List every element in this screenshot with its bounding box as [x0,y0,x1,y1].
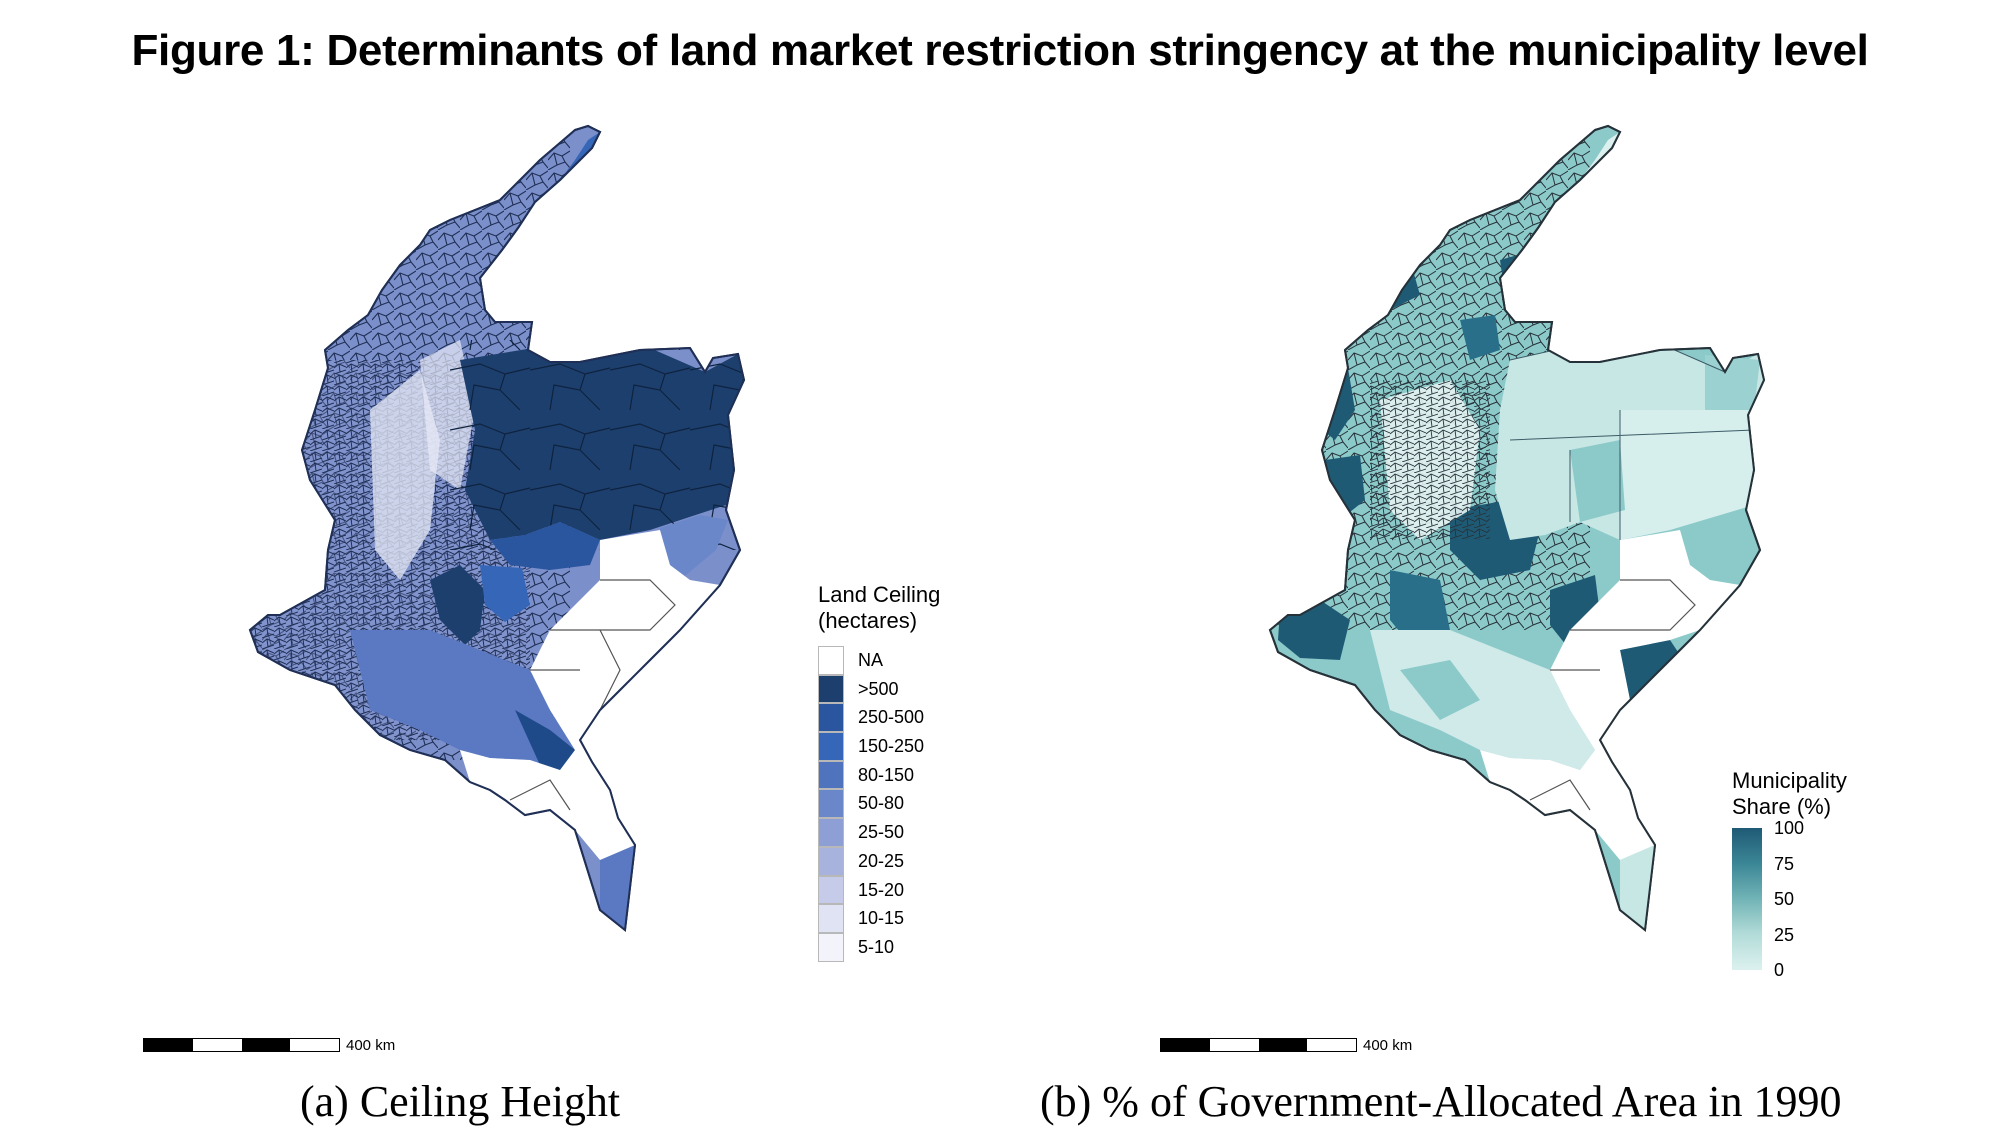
legend-label: 150-250 [858,736,925,757]
legend-label: 250-500 [858,707,925,728]
legend-swatch [818,904,844,933]
legend-swatch [818,818,844,847]
gradient-tick-label: 25 [1774,924,1795,945]
scale-bar [143,1038,340,1052]
gradient-scale: 100 75 50 25 0 [1732,818,1847,980]
legend-title-line1: Land Ceiling [818,582,941,607]
legend-land-ceiling: Land Ceiling (hectares) NA >500 250-500 150… [818,582,940,962]
legend-label: >500 [858,678,899,699]
legend-swatch [818,789,844,819]
figure-title: Figure 1: Determinants of land market re… [131,26,1869,75]
scale-label: 400 km [346,1037,396,1054]
legend-swatch [818,646,844,675]
legend-label: 50-80 [858,793,905,814]
legend-item: 80-150 [818,760,940,790]
legend-label: 80-150 [858,764,915,785]
legend-swatch [818,760,844,790]
legend-item: 5-10 [818,932,940,962]
legend-label: 15-20 [858,879,905,900]
legend-item: >500 [818,674,940,704]
legend-label: 5-10 [858,936,895,957]
legend-swatch [818,674,844,704]
legend-swatch [818,932,844,962]
legend-swatch [818,846,844,876]
scale-bar [1160,1038,1357,1052]
legend-title-line2: Share (%) [1732,794,1832,819]
legend-label: 20-25 [858,850,905,871]
legend-label: NA [858,650,884,670]
legend-swatch [818,703,844,733]
legend-item: 50-80 [818,789,940,819]
legend-item: 150-250 [818,732,940,761]
panel-caption-b: (b) % of Government-Allocated Area in 19… [1040,1077,1842,1126]
gradient-bar [1732,828,1762,970]
legend-swatch [818,732,844,761]
scale-label: 400 km [1363,1037,1413,1054]
gradient-tick-label: 75 [1774,853,1795,874]
legend-municipality-share: Municipality Share (%) 100 75 50 25 0 [1732,768,1847,980]
legend-title-line2: (hectares) [818,608,918,633]
gradient-tick-label: 50 [1774,889,1795,909]
legend-item: 20-25 [818,846,940,876]
legend-title-line1: Municipality [1732,768,1847,793]
map-government-allocated-area [1268,124,1766,932]
gradient-tick-label: 100 [1774,818,1805,838]
legend-swatch [818,875,844,905]
gradient-tick-label: 0 [1774,960,1785,980]
legend-item: NA [818,646,940,675]
legend-item: 250-500 [818,703,940,733]
legend-item: 10-15 [818,904,940,933]
legend-label: 10-15 [858,908,905,929]
legend-label: 25-50 [858,822,905,843]
panel-caption-a: (a) Ceiling Height [300,1077,621,1126]
legend-keys: NA >500 250-500 150-250 80-150 50-80 25-50 20-2… [818,646,940,962]
map-ceiling-height [248,124,746,932]
legend-item: 25-50 [818,818,940,847]
legend-item: 15-20 [818,875,940,905]
